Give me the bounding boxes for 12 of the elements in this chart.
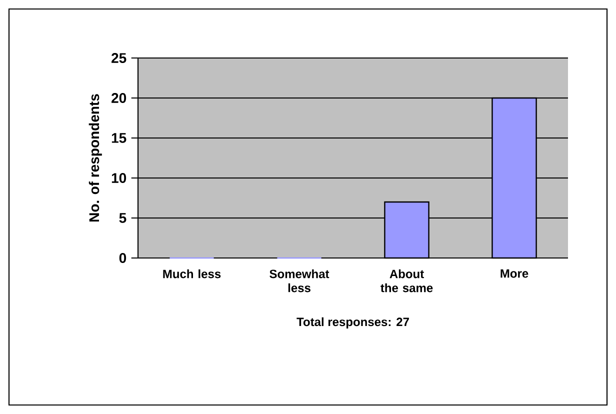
y-tick-label: 20 [112, 93, 126, 103]
x-tick-label: More [500, 269, 528, 278]
y-tick-label: 5 [119, 213, 126, 223]
x-tick-label: About the same [380, 269, 433, 292]
x-tick-label: Much less [163, 269, 221, 278]
y-axis-title: No. of respondents [88, 94, 102, 222]
x-axis-title: Total responses: 27 [296, 317, 409, 329]
y-tick-label: 0 [119, 253, 126, 263]
y-tick-label: 10 [112, 173, 126, 183]
y-tick-label: 25 [112, 53, 126, 63]
x-tick-label: Somewhat less [270, 269, 330, 292]
y-tick-label: 15 [112, 133, 126, 143]
